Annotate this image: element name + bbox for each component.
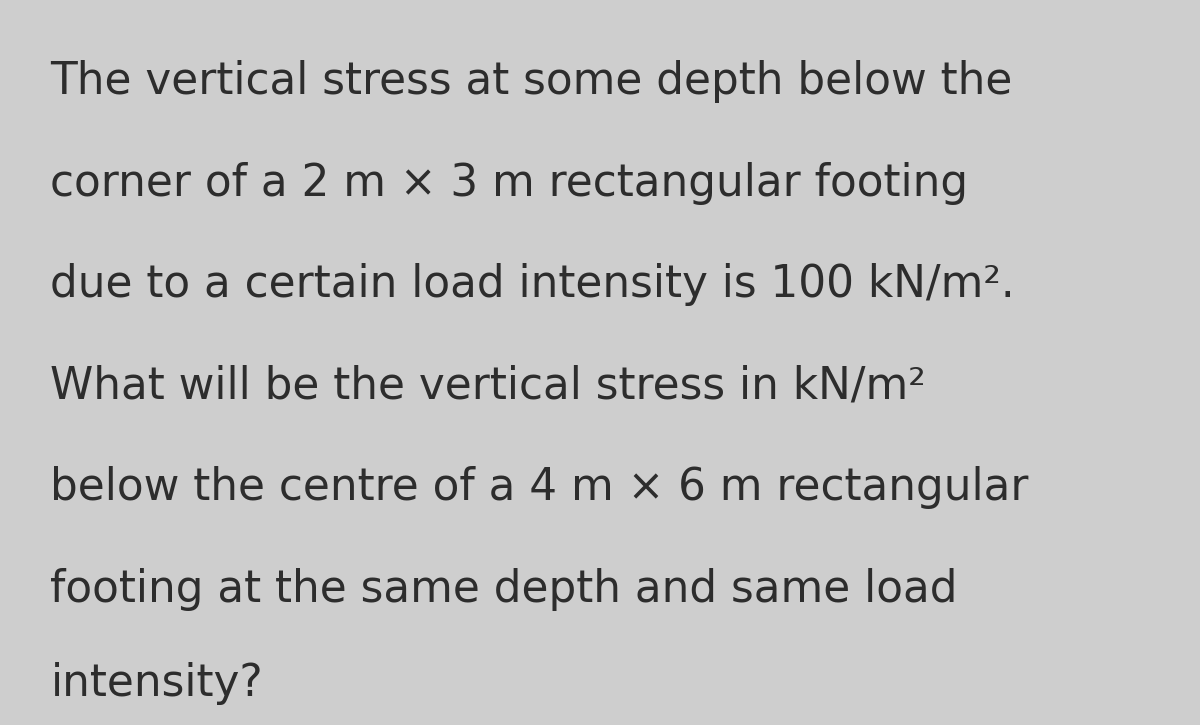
Text: intensity?: intensity? xyxy=(50,662,263,705)
Text: The vertical stress at some depth below the: The vertical stress at some depth below … xyxy=(50,60,1013,103)
Text: What will be the vertical stress in kN/m²: What will be the vertical stress in kN/m… xyxy=(50,365,926,407)
Text: footing at the same depth and same load: footing at the same depth and same load xyxy=(50,568,958,610)
Text: due to a certain load intensity is 100 kN/m².: due to a certain load intensity is 100 k… xyxy=(50,263,1015,306)
Text: below the centre of a 4 m × 6 m rectangular: below the centre of a 4 m × 6 m rectangu… xyxy=(50,466,1028,509)
Text: corner of a 2 m × 3 m rectangular footing: corner of a 2 m × 3 m rectangular footin… xyxy=(50,162,968,204)
